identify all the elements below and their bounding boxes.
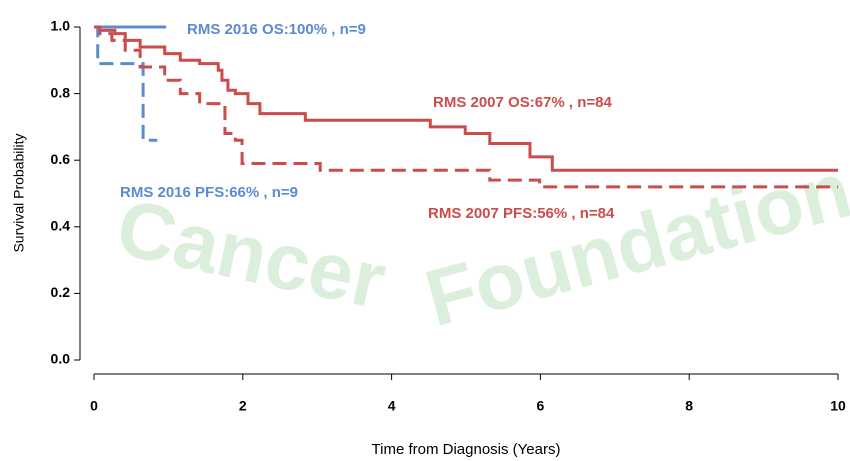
- x-tick-label: 8: [685, 398, 693, 414]
- y-tick-label: 0.8: [51, 84, 71, 100]
- series-label: RMS 2016 PFS:66% , n=9: [120, 184, 298, 201]
- y-tick-label: 1.0: [51, 18, 71, 34]
- watermark: Cancer: [109, 182, 393, 325]
- watermark: Foundation: [417, 145, 850, 344]
- x-tick-label: 10: [830, 398, 846, 414]
- series-label: RMS 2016 OS:100% , n=9: [187, 21, 366, 38]
- y-axis-label: Survival Probability: [11, 133, 27, 252]
- x-tick-label: 0: [90, 398, 98, 414]
- x-tick-label: 4: [388, 398, 396, 414]
- x-tick-label: 2: [239, 398, 247, 414]
- y-tick-label: 0.4: [51, 218, 71, 234]
- x-tick-label: 6: [537, 398, 545, 414]
- y-tick-label: 0.0: [51, 351, 71, 367]
- series-label: RMS 2007 PFS:56% , n=84: [428, 205, 615, 222]
- series-label: RMS 2007 OS:67% , n=84: [433, 94, 612, 111]
- survival-curve: [94, 25, 838, 189]
- x-axis-label: Time from Diagnosis (Years): [372, 441, 561, 458]
- y-tick-label: 0.6: [51, 151, 71, 167]
- survival-curve: [94, 25, 838, 172]
- y-tick-label: 0.2: [51, 284, 71, 300]
